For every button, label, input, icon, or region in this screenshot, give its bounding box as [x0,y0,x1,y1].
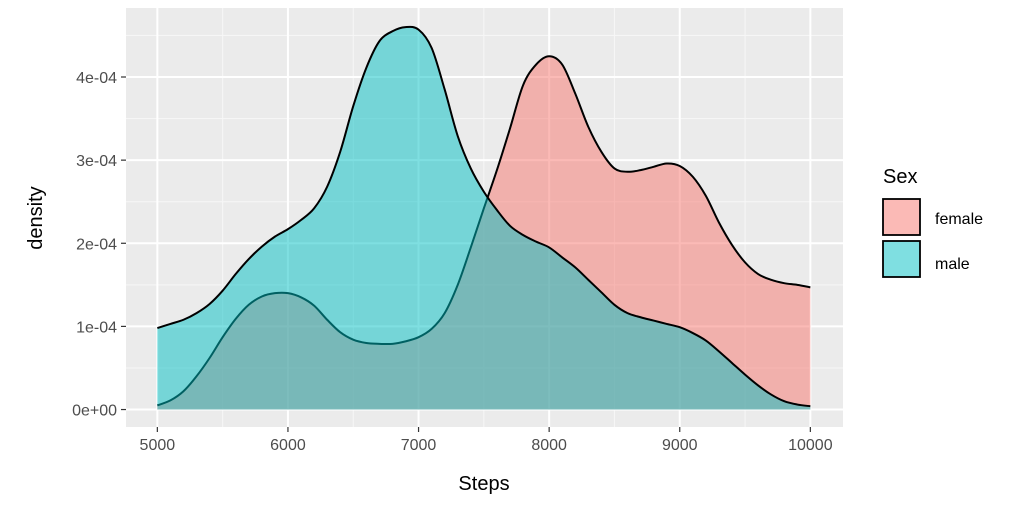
x-tick-label: 6000 [270,437,306,454]
legend-key-male [882,240,921,278]
legend: Sex female male [882,166,983,278]
x-tick-label: 9000 [662,437,698,454]
density-area-male [157,26,811,410]
density-curve-male [157,25,811,408]
legend-label-female: female [935,211,983,228]
x-axis-title: Steps [458,473,509,495]
x-tick-label: 5000 [140,437,176,454]
y-tick-label: 4e-04 [76,70,117,87]
legend-label-male: male [935,256,970,273]
y-tick-label: 2e-04 [76,236,117,253]
legend-title: Sex [883,166,917,188]
x-tick-label: 7000 [401,437,437,454]
x-tick-label: 10000 [788,437,833,454]
density-areas [156,25,811,410]
y-axis-ticks: 0e+00 1e-04 2e-04 3e-04 4e-04 [72,70,126,420]
y-axis-title: density [25,186,47,249]
legend-key-female [882,198,921,236]
x-axis-ticks: 5000 6000 7000 8000 9000 10000 [140,427,833,454]
y-tick-label: 0e+00 [72,403,117,420]
y-tick-label: 3e-04 [76,153,117,170]
y-tick-label: 1e-04 [76,319,117,336]
x-tick-label: 8000 [531,437,567,454]
